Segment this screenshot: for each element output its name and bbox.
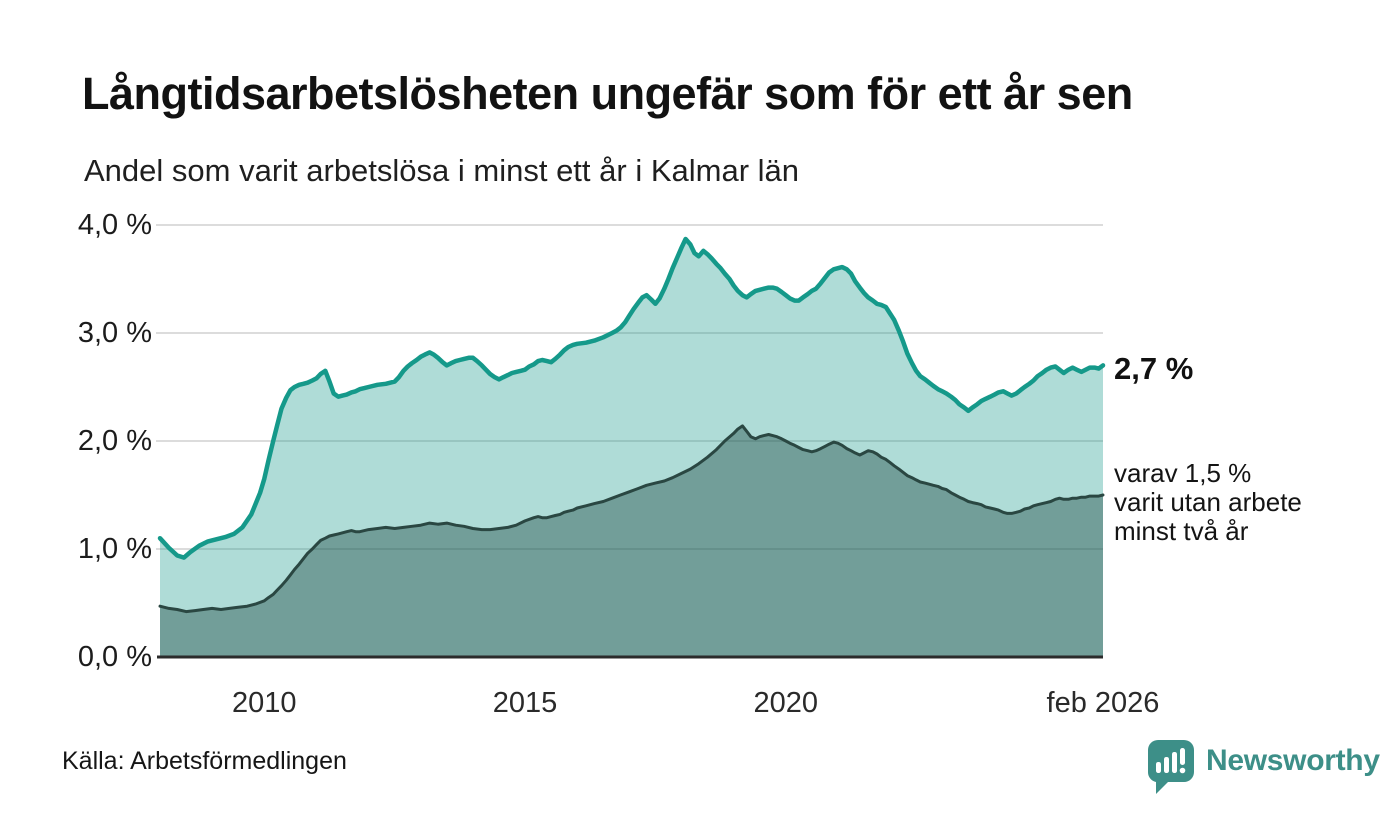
two-year-annotation: varav 1,5 % varit utan arbete minst två …: [1114, 459, 1302, 546]
x-axis-tick-label: feb 2026: [1046, 687, 1160, 719]
chart-subtitle: Andel som varit arbetslösa i minst ett å…: [84, 153, 799, 188]
series-two-year-area: [160, 425, 1103, 657]
y-axis-tick-label: 1,0 %: [77, 533, 152, 565]
two-year-annotation-line: varit utan arbete: [1114, 487, 1302, 517]
two-year-annotation-line: minst två år: [1114, 516, 1249, 546]
x-axis-tick-label: 2020: [753, 687, 819, 719]
x-axis-tick-label: 2015: [492, 687, 558, 719]
chart-title: Långtidsarbetslösheten ungefär som för e…: [82, 68, 1133, 119]
y-axis-tick-label: 0,0 %: [77, 641, 152, 673]
latest-value-label: 2,7 %: [1114, 351, 1194, 386]
y-axis-tick-label: 3,0 %: [77, 317, 152, 349]
newsworthy-logo-text: Newsworthy: [1206, 744, 1380, 777]
series-total-line: [157, 236, 1106, 560]
series-total-area: [160, 239, 1103, 657]
y-axis-tick-label: 2,0 %: [77, 425, 152, 457]
newsworthy-logo-icon: [1148, 740, 1194, 794]
series-two-year-line: [158, 424, 1105, 614]
x-axis-tick-label: 2010: [232, 687, 297, 719]
source-note: Källa: Arbetsförmedlingen: [62, 747, 347, 775]
two-year-annotation-line: varav 1,5 %: [1114, 458, 1252, 488]
newsworthy-logo: Newsworthy: [1146, 738, 1380, 794]
y-axis-tick-label: 4,0 %: [77, 209, 152, 241]
